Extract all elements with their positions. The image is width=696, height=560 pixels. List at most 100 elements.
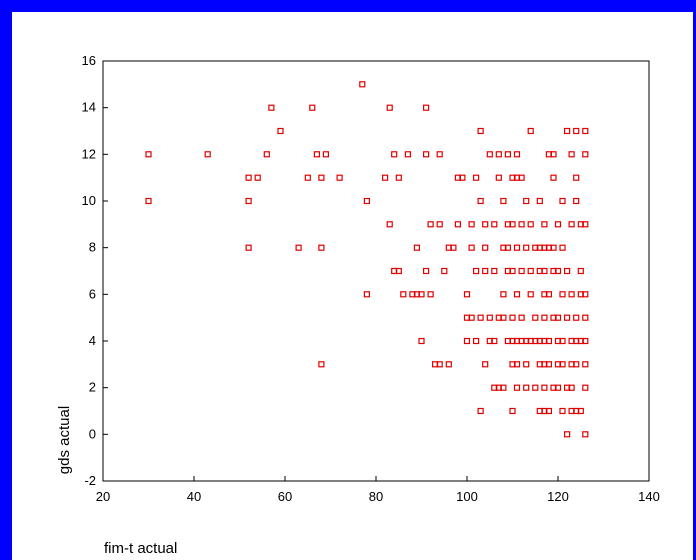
- data-point: [532, 314, 539, 321]
- data-point: [318, 244, 325, 251]
- data-point: [386, 104, 393, 111]
- data-point: [473, 267, 480, 275]
- data-point: [445, 361, 452, 368]
- data-point: [477, 407, 484, 415]
- data-point: [436, 221, 443, 228]
- data-point: [263, 151, 270, 158]
- y-tick-label: 10: [82, 193, 96, 208]
- data-point: [554, 221, 562, 228]
- data-point: [268, 104, 275, 111]
- data-point: [423, 104, 430, 111]
- data-point: [204, 151, 211, 158]
- y-tick-label: 12: [82, 146, 96, 161]
- data-point: [559, 407, 566, 415]
- x-tick-label: 140: [638, 489, 660, 504]
- data-point: [582, 221, 589, 228]
- y-tick-label: 14: [82, 100, 96, 115]
- data-point: [245, 244, 252, 251]
- data-point: [554, 267, 562, 275]
- data-point: [582, 431, 589, 438]
- data-point: [436, 361, 443, 368]
- data-point: [509, 221, 516, 228]
- data-point: [318, 361, 325, 368]
- data-point: [582, 314, 589, 321]
- data-point: [395, 174, 402, 181]
- data-point: [391, 151, 398, 158]
- data-point: [500, 384, 507, 391]
- y-tick-label: 0: [89, 426, 96, 441]
- data-point: [527, 267, 534, 275]
- data-point: [573, 174, 580, 181]
- data-point: [563, 314, 571, 321]
- data-point: [545, 407, 553, 415]
- data-point: [523, 244, 530, 251]
- y-tick-label: -2: [84, 473, 96, 488]
- data-point: [382, 174, 389, 181]
- data-point: [541, 221, 548, 228]
- data-point: [486, 151, 493, 158]
- data-point: [559, 337, 566, 345]
- data-point: [582, 151, 589, 158]
- data-point: [477, 314, 484, 321]
- data-point: [513, 244, 521, 251]
- x-tick-label: 40: [187, 489, 201, 504]
- data-point: [477, 197, 484, 205]
- data-point: [436, 151, 443, 158]
- data-point: [404, 151, 411, 158]
- data-point: [559, 361, 566, 368]
- data-point: [541, 384, 548, 391]
- data-point: [441, 267, 448, 275]
- data-point: [495, 151, 502, 158]
- x-axis: 20 40 60 80 100 120 140: [96, 476, 660, 504]
- data-point: [145, 151, 152, 158]
- data-point: [568, 151, 575, 158]
- x-tick-label: 100: [456, 489, 478, 504]
- data-point: [582, 337, 589, 345]
- data-point: [491, 267, 498, 275]
- y-axis-title: gds actual: [56, 406, 73, 474]
- data-point: [254, 174, 261, 181]
- data-point: [491, 221, 498, 228]
- y-tick-label: 6: [89, 286, 96, 301]
- data-point: [513, 151, 521, 158]
- data-point: [509, 407, 516, 415]
- data-point: [550, 151, 557, 158]
- data-point: [509, 267, 516, 275]
- data-point: [427, 291, 434, 298]
- data-point: [523, 384, 530, 391]
- data-point: [573, 197, 580, 205]
- x-axis-title: fim-t actual: [104, 540, 177, 557]
- data-point: [573, 127, 580, 135]
- data-point: [545, 337, 553, 345]
- data-point: [568, 221, 575, 228]
- data-point: [418, 291, 425, 298]
- data-point: [500, 291, 507, 298]
- data-point: [482, 267, 489, 275]
- data-point: [518, 267, 525, 275]
- data-point: [518, 314, 525, 321]
- data-point: [427, 221, 434, 228]
- x-tick-label: 20: [96, 489, 110, 504]
- y-tick-label: 8: [89, 240, 96, 255]
- data-points: [145, 81, 589, 438]
- data-point: [518, 221, 525, 228]
- data-point: [468, 244, 475, 251]
- data-point: [491, 337, 498, 345]
- data-point: [559, 291, 566, 298]
- data-point: [513, 291, 521, 298]
- data-point: [563, 267, 571, 275]
- y-tick-label: 2: [89, 380, 96, 395]
- data-point: [541, 267, 548, 275]
- y-axis: -2 0 2 4 6 8 10 12 14 16: [82, 53, 108, 488]
- data-point: [577, 267, 584, 275]
- data-point: [363, 291, 370, 298]
- data-point: [504, 151, 511, 158]
- data-point: [563, 431, 571, 438]
- data-point: [482, 244, 489, 251]
- data-point: [482, 221, 489, 228]
- data-point: [500, 197, 507, 205]
- data-point: [423, 151, 430, 158]
- data-point: [413, 244, 420, 251]
- data-point: [386, 221, 393, 228]
